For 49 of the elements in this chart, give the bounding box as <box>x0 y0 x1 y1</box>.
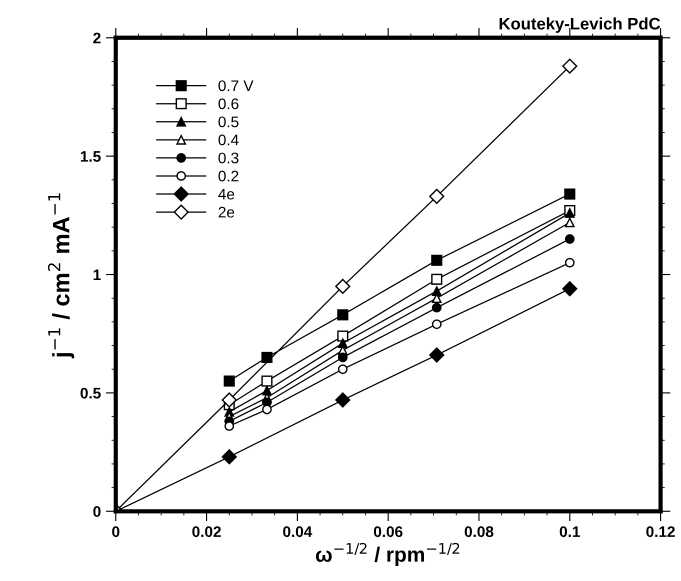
x-tick-label: 0.12 <box>646 526 675 538</box>
y-tick-label: 1.5 <box>80 151 101 162</box>
legend-label: 0.2 <box>218 170 238 182</box>
point <box>429 347 444 363</box>
point <box>431 254 442 266</box>
point <box>261 376 273 387</box>
point <box>432 319 442 330</box>
point <box>431 274 442 285</box>
x-axis-title: ω$^{−1/2}$ / rpm$^{−1/2}$ <box>316 542 460 566</box>
point <box>564 188 576 200</box>
point <box>562 281 578 296</box>
point <box>262 386 272 396</box>
y-tick-label: 0.5 <box>80 388 101 399</box>
point <box>564 208 575 218</box>
point <box>224 421 234 431</box>
point <box>335 278 350 294</box>
x-tick-label: 0.04 <box>283 526 312 538</box>
point <box>564 218 575 228</box>
point <box>432 302 442 313</box>
point <box>222 392 237 408</box>
point <box>338 364 348 374</box>
point <box>335 392 350 408</box>
x-tick-label: 0.1 <box>560 526 580 538</box>
point <box>429 188 444 204</box>
y-tick-label: 0 <box>93 506 101 517</box>
legend-label: 0.5 <box>218 116 238 128</box>
point <box>222 449 237 464</box>
x-tick-label: 0.02 <box>192 526 221 538</box>
y-tick-label: 1 <box>94 270 101 280</box>
point <box>337 309 348 320</box>
chart-title: Kouteky-Levich PdC <box>500 17 660 33</box>
point <box>262 404 272 414</box>
y-tick-label: 2 <box>93 32 101 44</box>
legend-label: 0.7 V <box>218 80 254 92</box>
y-axis-title: j$^{−1}$ / cm$^{2}$ mA$^{−1}$ <box>48 193 74 358</box>
point <box>564 258 575 268</box>
point <box>338 352 348 362</box>
point <box>562 58 578 74</box>
x-tick-label: 0.08 <box>464 526 494 538</box>
legend-label: 0.3 <box>218 152 238 164</box>
legend-label: 0.6 <box>218 98 238 110</box>
point <box>564 234 575 244</box>
legend-label: 0.4 <box>218 134 239 146</box>
legend-label: 2e <box>218 206 234 218</box>
point <box>224 376 235 387</box>
x-tick-label: 0.06 <box>374 526 402 538</box>
point <box>337 330 348 342</box>
x-tick-label: 0 <box>112 526 120 538</box>
legend-label: 4e <box>218 188 234 200</box>
